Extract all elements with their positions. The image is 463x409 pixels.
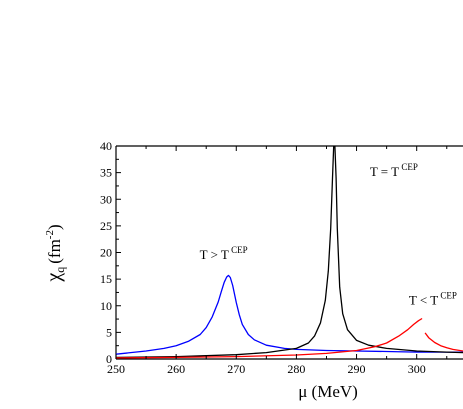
x-tick-label: 280	[287, 362, 305, 376]
x-tick-label: 250	[107, 362, 125, 376]
y-tick-label: 10	[100, 299, 112, 313]
x-tick-label: 270	[227, 362, 245, 376]
x-tick-label: 260	[167, 362, 185, 376]
y-axis-label: χq (fm-2)	[43, 224, 67, 282]
y-tick-label: 25	[100, 219, 112, 233]
y-axis-label-exponent: -2	[44, 230, 56, 239]
y-axis-label-subscript: q	[53, 267, 67, 273]
series-line-3	[424, 332, 463, 352]
y-tick-label: 15	[100, 272, 112, 286]
annotation-0: T = T CEP	[370, 162, 418, 179]
y-tick-label: 30	[100, 192, 112, 206]
annotation-text: T > T	[200, 247, 229, 262]
y-axis-label-symbol: χ	[43, 273, 65, 283]
y-tick-label: 20	[100, 246, 112, 260]
annotation-superscript: CEP	[399, 162, 418, 172]
tick-layer: 250 260 270 280 290 300 0 5 10 15 20 25 30 35 40	[100, 139, 448, 376]
annotation-superscript: CEP	[438, 291, 457, 301]
annotation-superscript: CEP	[229, 245, 248, 255]
y-tick-label: 35	[100, 166, 112, 180]
y-tick-label: 0	[106, 352, 112, 366]
x-axis-label: μ (MeV)	[298, 382, 358, 401]
annotation-2: T < T CEP	[409, 291, 457, 308]
series-line-1	[116, 146, 463, 359]
x-tick-label: 290	[348, 362, 366, 376]
series-line-0	[116, 274, 463, 355]
annotation-1: T > T CEP	[200, 245, 248, 262]
series-layer	[116, 146, 463, 359]
y-axis-label-close: )	[45, 224, 64, 230]
y-axis-label-unit: (fm	[45, 239, 64, 264]
x-tick-label: 300	[408, 362, 426, 376]
y-tick-label: 40	[100, 139, 112, 153]
annotation-text: T < T	[409, 293, 438, 308]
y-tick-label: 5	[106, 325, 112, 339]
annotation-text: T = T	[370, 164, 399, 179]
